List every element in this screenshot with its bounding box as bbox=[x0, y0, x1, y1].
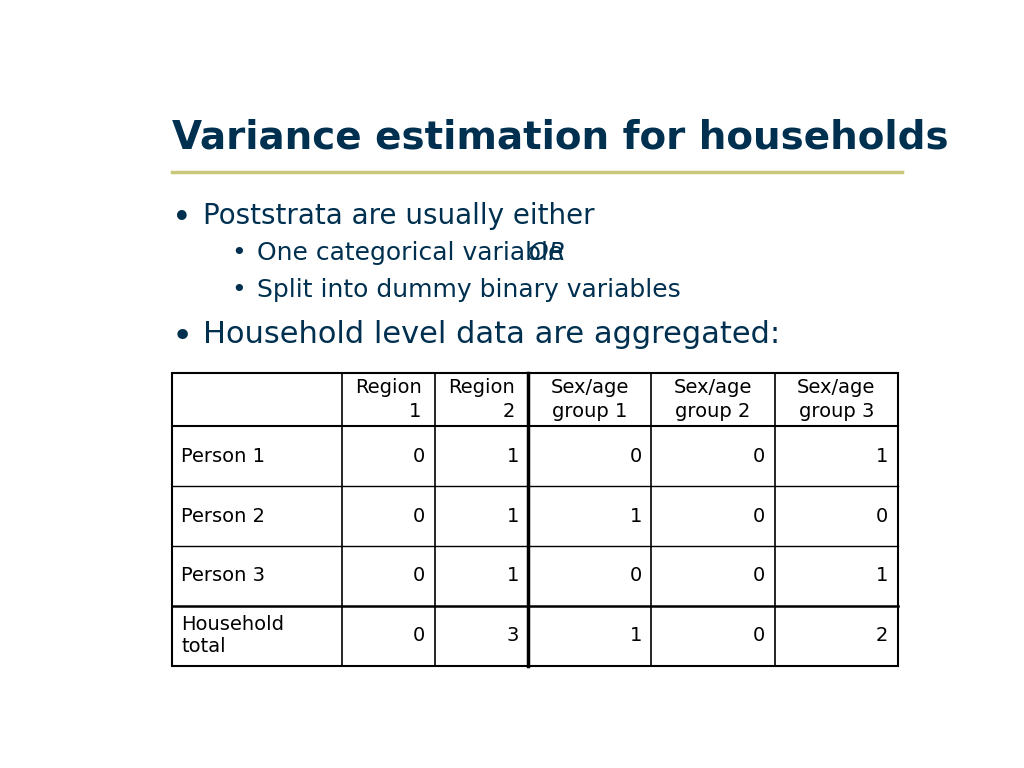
Bar bbox=[172, 373, 898, 666]
Text: 0: 0 bbox=[753, 567, 765, 585]
Text: One categorical variable: One categorical variable bbox=[257, 241, 588, 265]
Text: Region
2: Region 2 bbox=[449, 379, 515, 421]
Text: 0: 0 bbox=[753, 507, 765, 525]
Text: 1: 1 bbox=[507, 447, 519, 465]
Text: 2: 2 bbox=[876, 627, 888, 645]
Text: Person 3: Person 3 bbox=[181, 567, 265, 585]
Text: 0: 0 bbox=[630, 567, 642, 585]
Text: Sex/age
group 1: Sex/age group 1 bbox=[551, 379, 629, 421]
Text: 1: 1 bbox=[630, 627, 642, 645]
Text: 1: 1 bbox=[507, 507, 519, 525]
Text: 0: 0 bbox=[413, 447, 425, 465]
Text: Person 2: Person 2 bbox=[181, 507, 265, 525]
Text: 0: 0 bbox=[630, 447, 642, 465]
Text: •: • bbox=[231, 241, 246, 265]
Text: Household level data are aggregated:: Household level data are aggregated: bbox=[204, 319, 780, 349]
Text: 0: 0 bbox=[413, 627, 425, 645]
Text: 1: 1 bbox=[876, 447, 888, 465]
Text: OR: OR bbox=[528, 241, 566, 265]
Text: 0: 0 bbox=[413, 567, 425, 585]
Text: One categorical variable: One categorical variable bbox=[257, 241, 580, 265]
Text: Variance estimation for households: Variance estimation for households bbox=[172, 119, 948, 157]
Text: Person 1: Person 1 bbox=[181, 447, 265, 465]
Text: Household
total: Household total bbox=[181, 615, 285, 657]
Text: Sex/age
group 2: Sex/age group 2 bbox=[674, 379, 753, 421]
Text: 1: 1 bbox=[630, 507, 642, 525]
Text: 0: 0 bbox=[753, 627, 765, 645]
Text: 1: 1 bbox=[876, 567, 888, 585]
Text: •: • bbox=[172, 319, 193, 354]
Text: Sex/age
group 3: Sex/age group 3 bbox=[797, 379, 876, 421]
Text: •: • bbox=[172, 201, 191, 234]
Text: Poststrata are usually either: Poststrata are usually either bbox=[204, 201, 595, 230]
Text: 0: 0 bbox=[413, 507, 425, 525]
Text: 1: 1 bbox=[507, 567, 519, 585]
Text: •: • bbox=[231, 278, 246, 302]
Text: 0: 0 bbox=[753, 447, 765, 465]
Text: Split into dummy binary variables: Split into dummy binary variables bbox=[257, 278, 681, 302]
Text: Region
1: Region 1 bbox=[355, 379, 422, 421]
Text: 0: 0 bbox=[876, 507, 888, 525]
Text: 3: 3 bbox=[507, 627, 519, 645]
